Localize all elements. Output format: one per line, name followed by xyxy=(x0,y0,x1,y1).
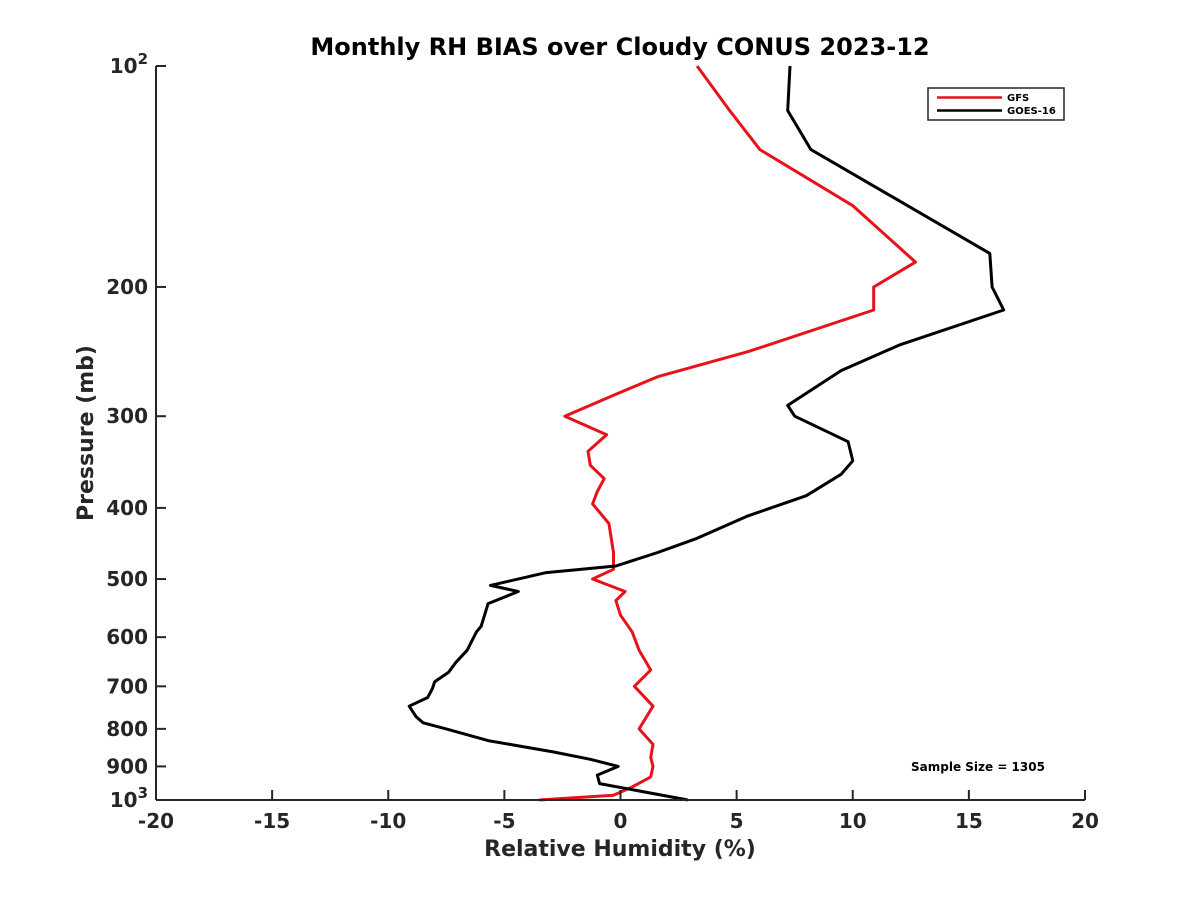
y-tick-label: 200 xyxy=(106,275,148,299)
y-tick-label: 700 xyxy=(106,674,148,698)
legend-label-goes16: GOES-16 xyxy=(1007,106,1056,117)
series-layer xyxy=(407,65,1006,802)
legend-box xyxy=(927,87,1065,121)
y-tick-label: 300 xyxy=(106,404,148,428)
x-tick-label: 20 xyxy=(1071,809,1099,833)
y-axis-label: Pressure (mb) xyxy=(74,345,99,521)
x-tick-label: -20 xyxy=(138,809,174,833)
legend: GFS GOES-16 xyxy=(927,87,1065,121)
chart-title: Monthly RH BIAS over Cloudy CONUS 2023-1… xyxy=(310,33,929,61)
series-line-gfs xyxy=(539,65,917,802)
x-tick-label: -10 xyxy=(370,809,406,833)
x-tick-label: 10 xyxy=(839,809,867,833)
x-tick-label: -15 xyxy=(254,809,290,833)
x-tick-label: -5 xyxy=(493,809,515,833)
y-tick-label: 900 xyxy=(106,754,148,778)
x-axis-label: Relative Humidity (%) xyxy=(484,837,756,862)
y-tick-label: 800 xyxy=(106,717,148,741)
y-tick-label: 500 xyxy=(106,567,148,591)
axes xyxy=(155,66,1085,801)
x-tick-label: 5 xyxy=(730,809,744,833)
x-tick-label: 15 xyxy=(955,809,983,833)
y-tick-label: 600 xyxy=(106,625,148,649)
series-line-goes16 xyxy=(407,65,1006,802)
x-tick-label: 0 xyxy=(614,809,628,833)
y-ticks: 102 200 300 400 500 600 700 800 900 103 xyxy=(106,50,166,812)
legend-label-gfs: GFS xyxy=(1007,93,1029,104)
y-tick-label: 102 xyxy=(110,50,148,78)
y-tick-label: 400 xyxy=(106,496,148,520)
sample-size-annotation: Sample Size = 1305 xyxy=(911,760,1045,774)
x-ticks: -20 -15 -10 -5 0 5 10 15 20 xyxy=(138,790,1099,833)
y-tick-label: 103 xyxy=(110,784,148,812)
